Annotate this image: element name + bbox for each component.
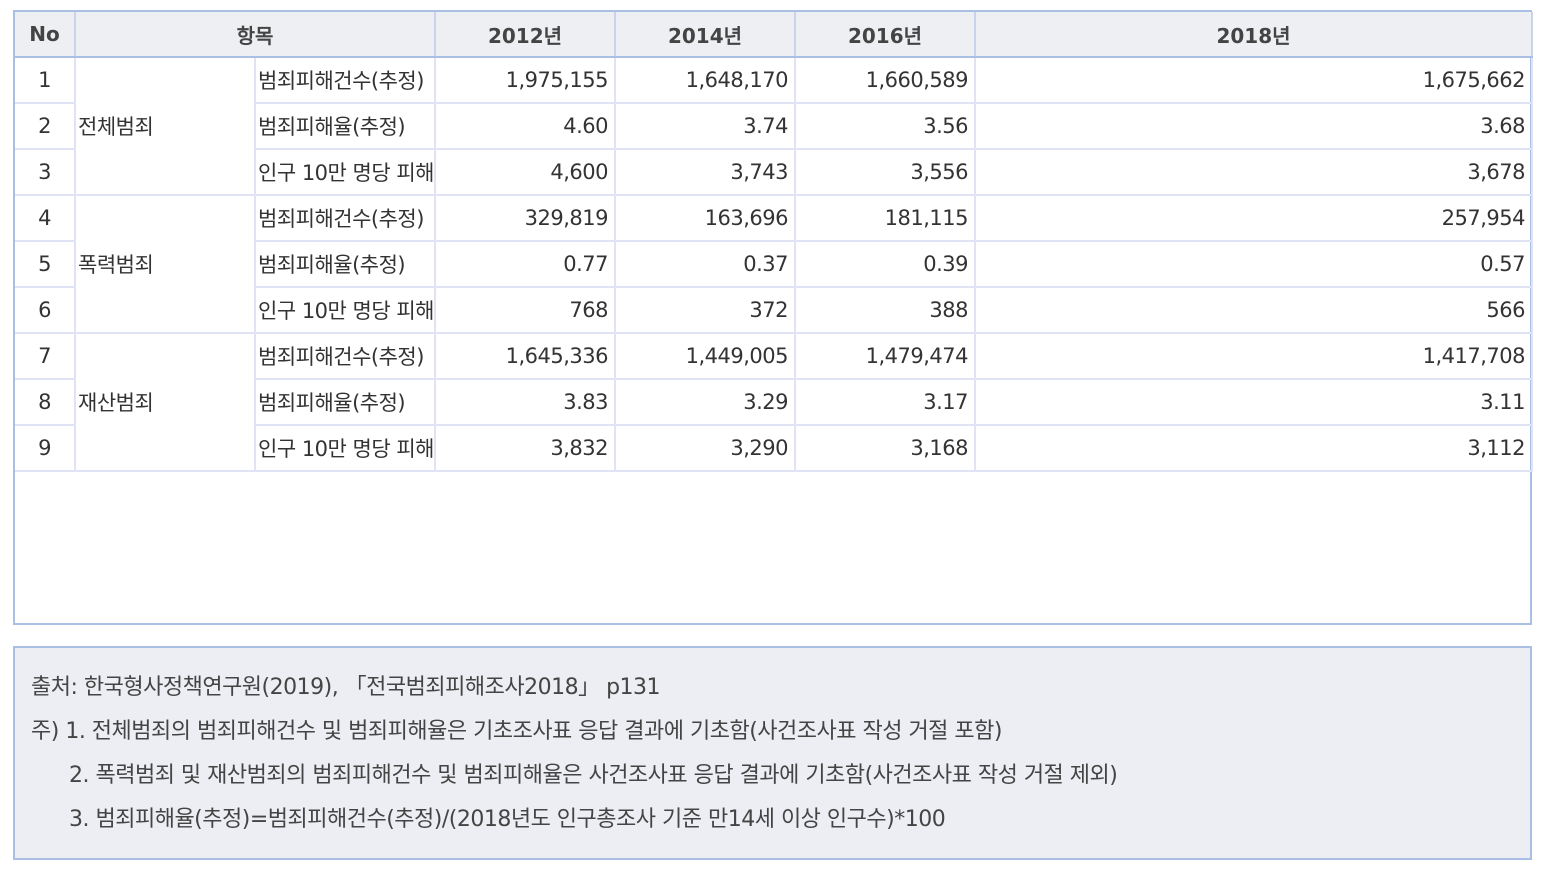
footnotes-panel: 출처: 한국형사정책연구원(2019), 「전국범죄피해조사2018」 p131… [13,646,1532,860]
header-year-2016[interactable]: 2016년 [795,12,976,58]
header-year-2018[interactable]: 2018년 [975,12,1533,58]
value-cell: 3,290 [615,425,796,472]
source-note: 출처: 한국형사정책연구원(2019), 「전국범죄피해조사2018」 p131 [31,675,661,700]
category-cell: 재산범죄 [75,333,256,472]
value-cell: 0.57 [975,241,1533,288]
subitem-cell: 인구 10만 명당 피해건수 [255,425,436,472]
note-3: 3. 범죄피해율(추정)=범죄피해건수(추정)/(2018년도 인구총조사 기준… [69,807,946,832]
note-2: 2. 폭력범죄 및 재산범죄의 범죄피해건수 및 범죄피해율은 사건조사표 응답… [69,763,1118,788]
value-cell: 1,675,662 [975,57,1533,104]
value-cell: 1,449,005 [615,333,796,380]
value-cell: 1,645,336 [435,333,616,380]
category-cell: 전체범죄 [75,57,256,196]
value-cell: 4.60 [435,103,616,150]
value-cell: 1,417,708 [975,333,1533,380]
value-cell: 3.11 [975,379,1533,426]
value-cell: 3,832 [435,425,616,472]
table-row: 5 범죄피해율(추정) 0.77 0.37 0.39 0.57 [15,241,1533,288]
value-cell: 181,115 [795,195,976,242]
table-row: 7 재산범죄 범죄피해건수(추정) 1,645,336 1,449,005 1,… [15,333,1533,472]
table-header-row: No 항목 2012년 2014년 2016년 2018년 [15,12,1533,58]
table-row: 2 범죄피해율(추정) 4.60 3.74 3.56 3.68 [15,103,1533,150]
subitem-cell: 범죄피해건수(추정) [255,333,436,380]
value-cell: 1,479,474 [795,333,976,380]
value-cell: 3.68 [975,103,1533,150]
row-number: 9 [15,425,76,472]
value-cell: 1,660,589 [795,57,976,104]
header-year-2012[interactable]: 2012년 [435,12,616,58]
header-item[interactable]: 항목 [75,12,436,58]
value-cell: 566 [975,287,1533,334]
row-number: 4 [15,195,76,242]
value-cell: 163,696 [615,195,796,242]
value-cell: 257,954 [975,195,1533,242]
value-cell: 3.74 [615,103,796,150]
header-year-2014[interactable]: 2014년 [615,12,796,58]
row-number: 2 [15,103,76,150]
subitem-cell: 인구 10만 명당 피해건수 [255,287,436,334]
value-cell: 388 [795,287,976,334]
value-cell: 0.39 [795,241,976,288]
row-number: 7 [15,333,76,380]
value-cell: 3.56 [795,103,976,150]
value-cell: 372 [615,287,796,334]
subitem-cell: 범죄피해율(추정) [255,241,436,288]
statistics-table-container: No 항목 2012년 2014년 2016년 2018년 1 전체범죄 범죄피… [13,10,1533,625]
row-number: 5 [15,241,76,288]
table-row: 9 인구 10만 명당 피해건수 3,832 3,290 3,168 3,112 [15,425,1533,472]
row-number: 6 [15,287,76,334]
value-cell: 3,556 [795,149,976,196]
row-number: 1 [15,57,76,104]
value-cell: 1,648,170 [615,57,796,104]
value-cell: 3.83 [435,379,616,426]
subitem-cell: 범죄피해율(추정) [255,103,436,150]
value-cell: 3.17 [795,379,976,426]
subitem-cell: 인구 10만 명당 피해건수 [255,149,436,196]
value-cell: 3,743 [615,149,796,196]
value-cell: 1,975,155 [435,57,616,104]
value-cell: 329,819 [435,195,616,242]
value-cell: 0.37 [615,241,796,288]
note-1: 주) 1. 전체범죄의 범죄피해건수 및 범죄피해율은 기초조사표 응답 결과에… [31,719,1002,744]
row-number: 3 [15,149,76,196]
value-cell: 768 [435,287,616,334]
table-row: 8 범죄피해율(추정) 3.83 3.29 3.17 3.11 [15,379,1533,426]
subitem-cell: 범죄피해율(추정) [255,379,436,426]
subitem-cell: 범죄피해건수(추정) [255,57,436,104]
subitem-cell: 범죄피해건수(추정) [255,195,436,242]
table-row: 4 폭력범죄 범죄피해건수(추정) 329,819 163,696 181,11… [15,195,1533,334]
value-cell: 3,168 [795,425,976,472]
table-row: 3 인구 10만 명당 피해건수 4,600 3,743 3,556 3,678 [15,149,1533,196]
crime-victimization-table: No 항목 2012년 2014년 2016년 2018년 1 전체범죄 범죄피… [15,12,1533,472]
value-cell: 4,600 [435,149,616,196]
value-cell: 3.29 [615,379,796,426]
row-number: 8 [15,379,76,426]
table-row: 6 인구 10만 명당 피해건수 768 372 388 566 [15,287,1533,334]
table-row: 1 전체범죄 범죄피해건수(추정) 1,975,155 1,648,170 1,… [15,57,1533,196]
category-cell: 폭력범죄 [75,195,256,334]
value-cell: 3,678 [975,149,1533,196]
value-cell: 3,112 [975,425,1533,472]
value-cell: 0.77 [435,241,616,288]
header-no[interactable]: No [15,12,76,58]
